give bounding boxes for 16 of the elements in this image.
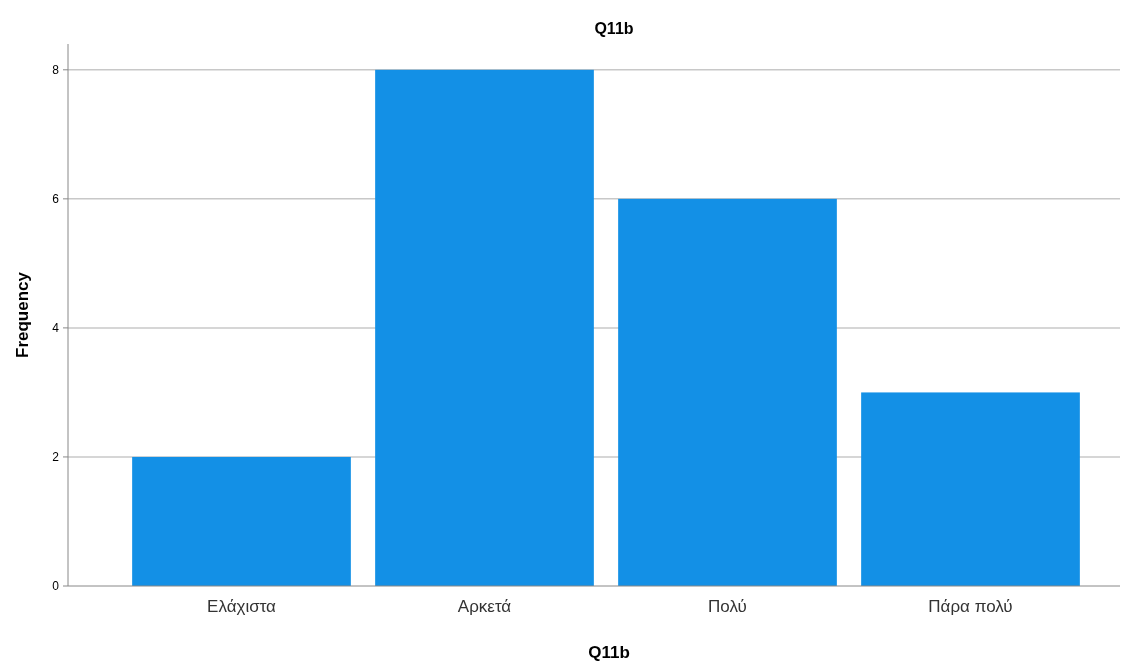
x-tick-label: Πάρα πολύ	[928, 597, 1013, 616]
chart-title: Q11b	[594, 20, 634, 37]
bar	[861, 392, 1080, 586]
bar	[132, 456, 351, 586]
y-tick-label: 2	[52, 450, 60, 465]
x-axis-title: Q11b	[588, 643, 630, 661]
y-axis-title: Frequency	[13, 271, 32, 358]
x-tick-label: Ελάχιστα	[207, 597, 277, 616]
y-tick-label: 4	[52, 321, 60, 336]
y-tick-label: 0	[52, 579, 60, 594]
bar	[618, 198, 837, 586]
x-tick-label: Πολύ	[708, 597, 747, 616]
y-tick-label: 6	[52, 192, 60, 207]
bar	[375, 69, 594, 586]
y-tick-label: 8	[52, 63, 60, 78]
x-tick-label: Αρκετά	[457, 597, 512, 616]
